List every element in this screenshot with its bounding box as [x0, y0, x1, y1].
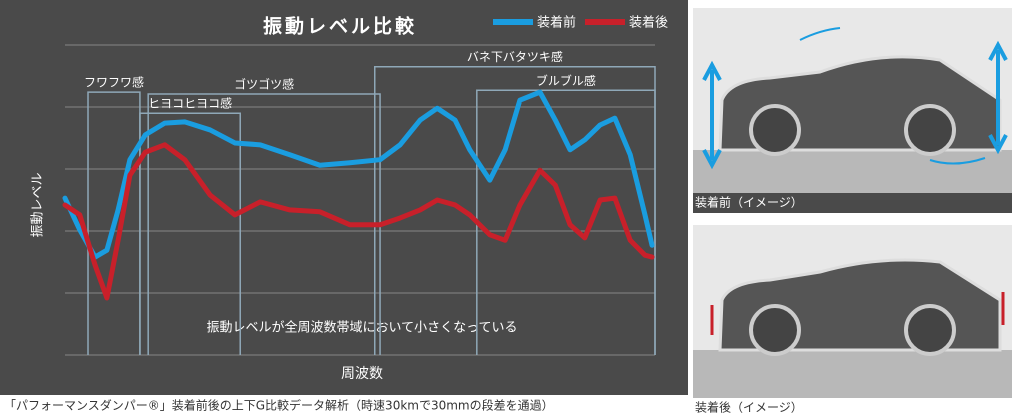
- annotation: 振動レベルが全周波数帯域において小さくなっている: [207, 320, 518, 336]
- x-axis-label: 周波数: [341, 366, 383, 382]
- image-after: 装着後（イメージ）: [693, 225, 1012, 417]
- band-label: ヒヨコヒヨコ感: [148, 96, 232, 111]
- image-caption: 装着前（イメージ）: [695, 195, 803, 210]
- chart-panel: [0, 0, 688, 395]
- band-label: バネ下バタツキ感: [467, 49, 563, 64]
- band-label: ブルブル感: [536, 73, 596, 88]
- image-caption: 装着後（イメージ）: [695, 400, 803, 415]
- band-label: ゴツゴツ感: [234, 76, 294, 91]
- series-line: [62, 89, 655, 260]
- chart-title: 振動レベル比較: [263, 15, 417, 38]
- image-before: 装着前（イメージ）: [693, 8, 1012, 213]
- legend-label: 装着前: [537, 15, 576, 31]
- y-axis-label: 振動レベル: [31, 172, 46, 237]
- legend-label: 装着後: [629, 15, 668, 31]
- series-line: [62, 142, 655, 301]
- band-label: フワフワ感: [84, 75, 144, 90]
- band-box: [139, 112, 241, 355]
- caption: 「パフォーマンスダンパー®」装着前後の上下G比較データ解析（時速30kmで30m…: [4, 398, 554, 413]
